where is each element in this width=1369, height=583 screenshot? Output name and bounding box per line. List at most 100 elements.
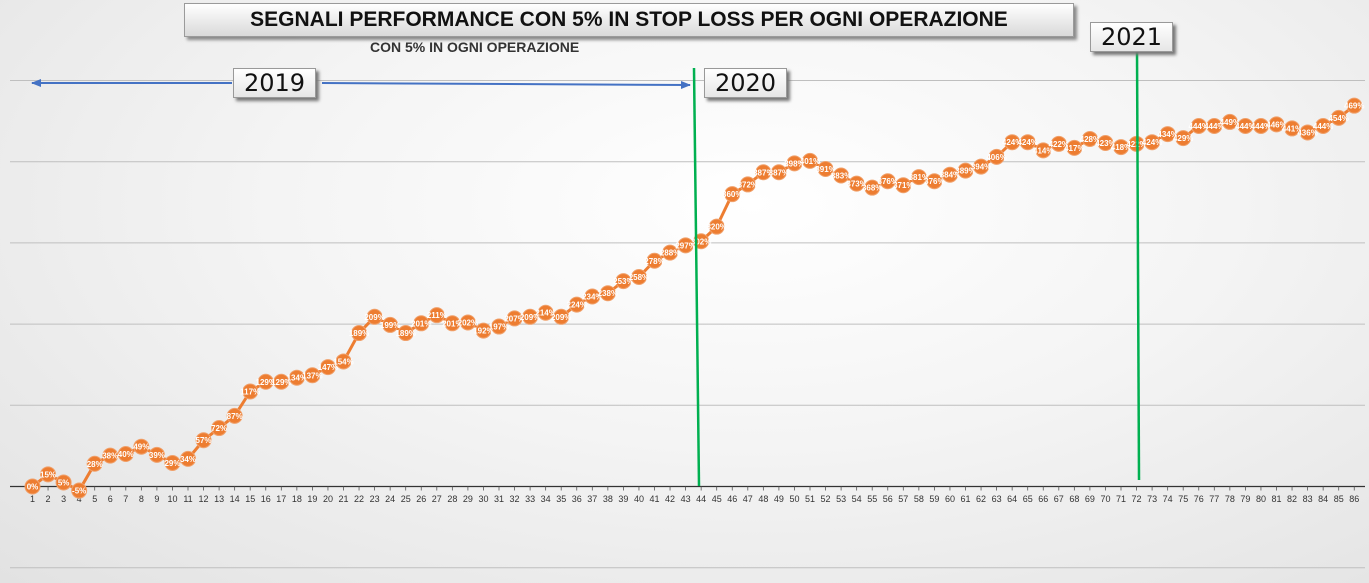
x-tick-label: 18	[292, 494, 302, 504]
x-tick-label: 19	[307, 494, 317, 504]
data-point	[584, 288, 601, 305]
x-tick-label: 63	[992, 494, 1002, 504]
data-point	[973, 158, 990, 175]
x-tick-label: 3	[61, 494, 66, 504]
x-tick-label: 6	[108, 494, 113, 504]
x-tick-label: 55	[867, 494, 877, 504]
data-label: 372%	[738, 180, 758, 189]
data-label: 39%	[149, 451, 165, 460]
x-tick-label: 77	[1209, 494, 1219, 504]
data-label: 209%	[364, 313, 384, 322]
x-tick-label: 36	[572, 494, 582, 504]
x-tick-label: 14	[230, 494, 240, 504]
data-label: 214%	[535, 309, 555, 318]
data-point	[288, 369, 305, 386]
data-point	[195, 432, 212, 449]
x-tick-label: 79	[1240, 494, 1250, 504]
data-label: 209%	[520, 313, 540, 322]
x-tick-label: 22	[354, 494, 364, 504]
data-point	[242, 383, 259, 400]
data-label: 129%	[271, 378, 291, 387]
data-point	[1284, 120, 1301, 137]
x-tick-label: 15	[245, 494, 255, 504]
data-label: 454%	[1328, 114, 1348, 123]
x-tick-label: 12	[199, 494, 209, 504]
x-tick-label: 47	[743, 494, 753, 504]
data-label: 5%	[58, 478, 70, 487]
data-point	[428, 307, 445, 324]
x-tick-label: 74	[1163, 494, 1173, 504]
x-tick-label: 29	[463, 494, 473, 504]
data-label: 147%	[318, 363, 338, 372]
data-label: 444%	[1251, 122, 1271, 131]
data-label: 381%	[909, 173, 929, 182]
data-point	[1081, 130, 1098, 147]
data-label: 72%	[211, 424, 227, 433]
data-label: 15%	[40, 470, 56, 479]
x-tick-label: 17	[276, 494, 286, 504]
data-label: 429%	[1173, 134, 1193, 143]
data-point	[304, 367, 321, 384]
x-tick-label: 71	[1116, 494, 1126, 504]
x-tick-label: 69	[1085, 494, 1095, 504]
data-point	[864, 179, 881, 196]
data-point	[848, 175, 865, 192]
x-tick-label: 53	[836, 494, 846, 504]
data-label: 384%	[940, 171, 960, 180]
x-tick-label: 37	[587, 494, 597, 504]
data-label: 34%	[180, 455, 196, 464]
data-label: 371%	[893, 181, 913, 190]
data-point	[910, 169, 927, 186]
data-label: 394%	[971, 163, 991, 172]
data-label: 87%	[227, 412, 243, 421]
data-point	[926, 173, 943, 190]
data-label: 0%	[27, 483, 39, 492]
x-tick-label: 33	[525, 494, 535, 504]
data-label: 383%	[831, 172, 851, 181]
year-label-2020: 2020	[704, 68, 788, 98]
x-tick-label: 23	[370, 494, 380, 504]
data-label: 238%	[598, 289, 618, 298]
x-tick-label: 68	[1069, 494, 1079, 504]
data-point	[1206, 117, 1223, 134]
data-label: 202%	[458, 318, 478, 327]
data-label: 368%	[862, 184, 882, 193]
data-label: 234%	[582, 292, 602, 301]
x-tick-label: 83	[1303, 494, 1313, 504]
data-label: -5%	[72, 487, 86, 496]
data-label: 258%	[629, 273, 649, 282]
data-point	[413, 315, 430, 332]
data-label: 137%	[302, 371, 322, 380]
data-point	[1268, 116, 1285, 133]
data-label: 201%	[442, 319, 462, 328]
x-tick-label: 2	[46, 494, 51, 504]
x-tick-label: 16	[261, 494, 271, 504]
data-point	[537, 304, 554, 321]
data-point	[351, 325, 368, 342]
x-tick-label: 66	[1038, 494, 1048, 504]
data-point	[71, 482, 88, 499]
x-tick-label: 31	[494, 494, 504, 504]
x-tick-label: 45	[712, 494, 722, 504]
x-tick-label: 43	[681, 494, 691, 504]
data-point	[444, 315, 461, 332]
data-point	[1330, 109, 1347, 126]
data-label: 49%	[133, 443, 149, 452]
data-point	[522, 308, 539, 325]
data-label: 441%	[1282, 124, 1302, 133]
x-tick-label: 26	[416, 494, 426, 504]
data-label: 297%	[675, 241, 695, 250]
data-label: 376%	[878, 177, 898, 186]
data-label: 28%	[87, 460, 103, 469]
data-point	[1252, 117, 1269, 134]
x-tick-label: 34	[541, 494, 551, 504]
data-label: 207%	[504, 314, 524, 323]
data-point	[770, 164, 787, 181]
data-point	[1097, 135, 1114, 152]
data-point	[755, 164, 772, 181]
data-point	[164, 454, 181, 471]
x-tick-label: 59	[929, 494, 939, 504]
x-tick-label: 21	[338, 494, 348, 504]
x-tick-label: 27	[432, 494, 442, 504]
x-tick-label: 44	[696, 494, 706, 504]
